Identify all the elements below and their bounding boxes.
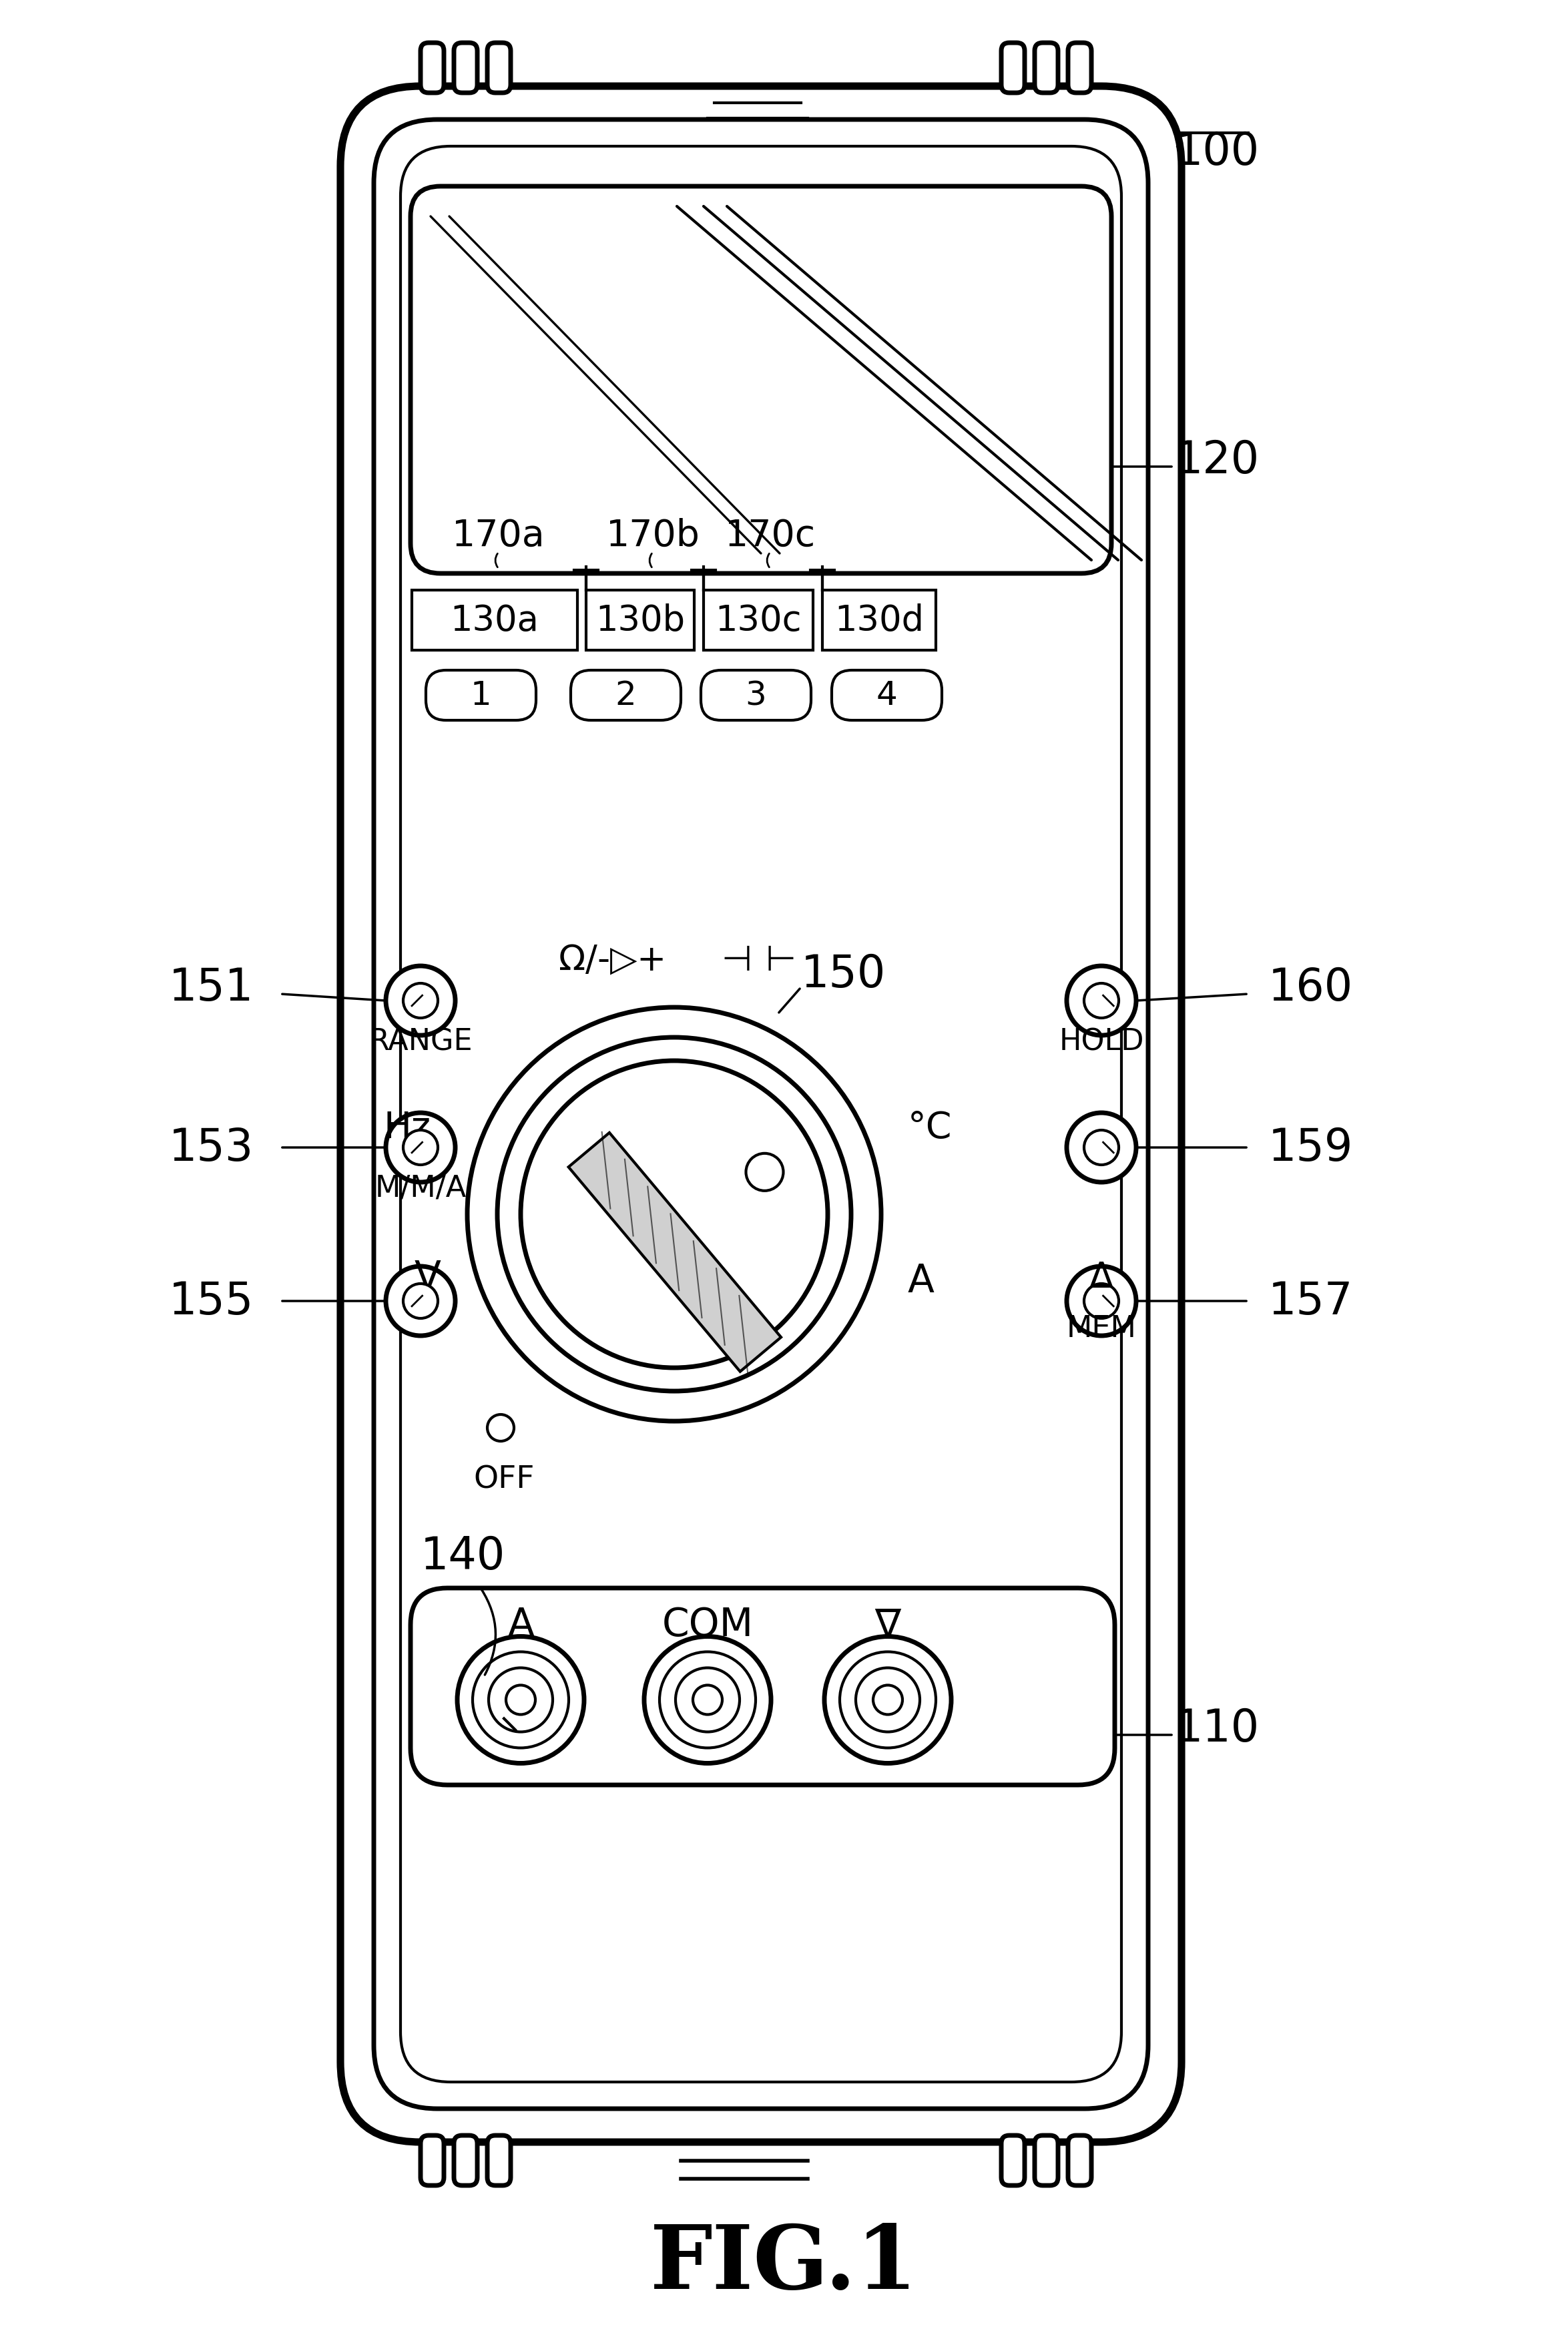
Circle shape [497, 1037, 851, 1392]
Text: A: A [908, 1262, 935, 1300]
Text: MEM: MEM [1066, 1314, 1137, 1342]
Circle shape [386, 966, 455, 1037]
Text: 110: 110 [1174, 1707, 1259, 1751]
Text: 130b: 130b [596, 604, 685, 637]
Text: 170b: 170b [605, 517, 699, 555]
FancyBboxPatch shape [571, 670, 681, 722]
Circle shape [403, 1284, 437, 1319]
FancyBboxPatch shape [701, 670, 811, 722]
Circle shape [856, 1667, 920, 1733]
Circle shape [1083, 983, 1118, 1018]
Circle shape [489, 1667, 552, 1733]
FancyBboxPatch shape [1002, 42, 1024, 94]
Bar [704, 590, 814, 651]
Text: Hz: Hz [383, 1110, 431, 1145]
Text: ∇: ∇ [875, 1606, 900, 1643]
Text: 3: 3 [745, 679, 767, 712]
FancyBboxPatch shape [1068, 2135, 1091, 2186]
FancyBboxPatch shape [400, 146, 1121, 2083]
Circle shape [746, 1154, 784, 1192]
FancyBboxPatch shape [831, 670, 942, 722]
Text: 130a: 130a [450, 604, 539, 637]
Circle shape [676, 1667, 740, 1733]
Text: HOLD: HOLD [1058, 1027, 1145, 1056]
Circle shape [386, 1267, 455, 1335]
FancyBboxPatch shape [373, 120, 1148, 2109]
Text: 160: 160 [1269, 966, 1353, 1009]
Circle shape [1083, 1131, 1118, 1166]
Text: 150: 150 [801, 952, 886, 997]
Text: $\Omega$/-$\triangleright$+: $\Omega$/-$\triangleright$+ [558, 943, 663, 978]
Circle shape [1083, 1284, 1118, 1319]
Circle shape [693, 1686, 723, 1714]
Text: 153: 153 [169, 1126, 254, 1171]
Bar [586, 590, 695, 651]
FancyBboxPatch shape [411, 1589, 1115, 1784]
Text: COM: COM [662, 1606, 753, 1643]
FancyBboxPatch shape [420, 2135, 444, 2186]
Text: 170c: 170c [724, 517, 815, 555]
Text: 170a: 170a [452, 517, 546, 555]
Circle shape [1066, 1112, 1137, 1183]
Circle shape [521, 1060, 828, 1368]
Text: 155: 155 [169, 1279, 254, 1324]
Circle shape [458, 1636, 583, 1763]
FancyBboxPatch shape [411, 186, 1112, 574]
FancyBboxPatch shape [420, 42, 444, 94]
Text: Δ: Δ [1090, 1260, 1113, 1295]
Text: M/M/A: M/M/A [375, 1173, 466, 1201]
FancyBboxPatch shape [1068, 42, 1091, 94]
Text: A: A [508, 1606, 535, 1643]
Text: 4: 4 [877, 679, 897, 712]
Circle shape [840, 1653, 936, 1749]
FancyBboxPatch shape [426, 670, 536, 722]
Circle shape [1066, 966, 1137, 1037]
Bar [822, 590, 936, 651]
Circle shape [386, 1112, 455, 1183]
Circle shape [506, 1686, 535, 1714]
Text: OFF: OFF [474, 1465, 535, 1495]
Polygon shape [569, 1133, 781, 1373]
Text: 130d: 130d [834, 604, 924, 637]
Text: 100: 100 [1174, 129, 1259, 174]
Text: $\dashv\vdash$: $\dashv\vdash$ [713, 943, 795, 978]
Text: 140: 140 [420, 1535, 505, 1578]
Circle shape [873, 1686, 903, 1714]
FancyBboxPatch shape [453, 2135, 477, 2186]
Circle shape [825, 1636, 952, 1763]
Text: 159: 159 [1269, 1126, 1353, 1171]
Text: 130c: 130c [715, 604, 801, 637]
Text: FIG.1: FIG.1 [651, 2222, 917, 2306]
Text: 157: 157 [1269, 1279, 1353, 1324]
Text: 120: 120 [1174, 437, 1259, 482]
FancyBboxPatch shape [488, 42, 511, 94]
Text: °C: °C [908, 1110, 952, 1145]
FancyBboxPatch shape [1035, 42, 1058, 94]
FancyBboxPatch shape [1035, 2135, 1058, 2186]
Circle shape [488, 1415, 514, 1441]
Circle shape [644, 1636, 771, 1763]
Circle shape [467, 1009, 881, 1422]
FancyBboxPatch shape [453, 42, 477, 94]
Circle shape [660, 1653, 756, 1749]
Text: V: V [414, 1258, 441, 1298]
Circle shape [403, 983, 437, 1018]
Text: 1: 1 [470, 679, 491, 712]
Text: 151: 151 [169, 966, 254, 1009]
Bar [412, 590, 577, 651]
Circle shape [1066, 1267, 1137, 1335]
Text: RANGE: RANGE [368, 1027, 472, 1056]
Circle shape [472, 1653, 569, 1749]
FancyBboxPatch shape [1002, 2135, 1024, 2186]
Text: 2: 2 [615, 679, 637, 712]
FancyBboxPatch shape [488, 2135, 511, 2186]
FancyBboxPatch shape [340, 87, 1182, 2142]
Circle shape [403, 1131, 437, 1166]
